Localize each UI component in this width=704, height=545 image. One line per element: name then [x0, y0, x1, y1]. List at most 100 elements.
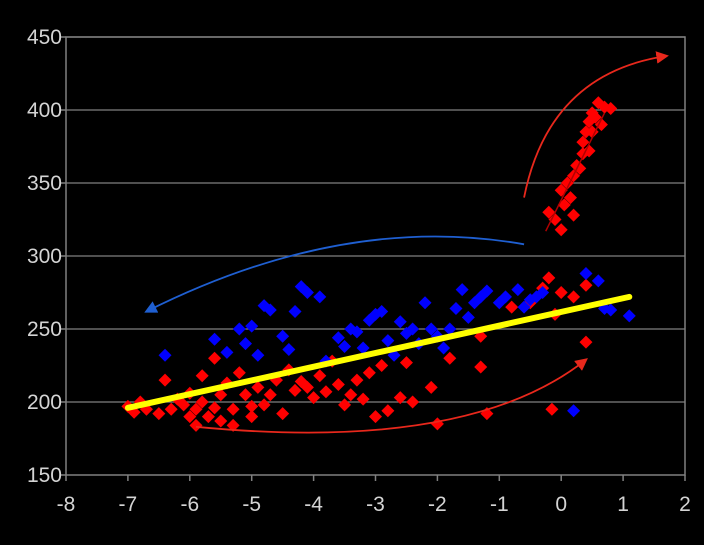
x-tick-label: -4 [304, 493, 323, 516]
x-tick-label: 2 [679, 493, 691, 516]
red-data-point [189, 418, 203, 432]
red-data-point [152, 407, 166, 421]
blue-data-point [331, 331, 345, 345]
blue-data-point [443, 322, 457, 336]
blue-data-point [480, 284, 494, 298]
blue-data-point [622, 309, 636, 323]
blue-data-point [591, 274, 605, 288]
blue-data-point [208, 332, 222, 346]
red-data-point [430, 417, 444, 431]
red-data-point [300, 380, 314, 394]
red-data-point [588, 110, 602, 124]
red-data-point [369, 410, 382, 424]
red-data-point [232, 366, 246, 380]
blue-data-point [449, 302, 463, 316]
blue-curved-arrow [144, 235, 525, 313]
blue-data-point [263, 303, 277, 317]
red-data-point [201, 410, 215, 424]
blue-data-point [511, 283, 525, 297]
red-data-point [226, 402, 240, 416]
red-data-point [350, 373, 364, 387]
x-tick-label: -7 [119, 493, 138, 516]
red-curved-arrow [195, 358, 588, 434]
blue-data-point [579, 267, 593, 281]
red-curved-arrow [523, 51, 669, 198]
red-data-point [183, 410, 197, 424]
red-data-point [563, 191, 577, 205]
red-data-point [362, 366, 376, 380]
annotation-arrows [144, 51, 669, 434]
blue-data-point [517, 300, 531, 314]
blue-data-point [251, 348, 265, 362]
grid-lines [66, 36, 685, 403]
red-data-point [208, 351, 222, 365]
red-data-point [245, 410, 259, 424]
red-data-point [474, 360, 488, 374]
x-tick-label: -3 [366, 493, 385, 516]
y-tick-label: 350 [27, 172, 62, 195]
red-data-point [313, 369, 327, 383]
red-data-point [594, 118, 608, 132]
x-tick-label: -2 [428, 493, 447, 516]
red-data-point [177, 398, 191, 412]
blue-data-point [381, 334, 395, 348]
red-data-point [443, 351, 457, 365]
red-data-point [554, 223, 568, 237]
red-data-point [356, 392, 370, 406]
red-data-point [239, 388, 253, 402]
red-data-point [576, 135, 590, 149]
red-data-point [288, 383, 302, 397]
blue-data-point [239, 337, 253, 351]
y-tick-label: 450 [27, 26, 62, 49]
blue-data-point [300, 286, 314, 299]
blue-data-point [356, 341, 370, 355]
x-tick-label: -1 [490, 493, 509, 516]
y-tick-label: 300 [27, 245, 62, 268]
blue-data-point [288, 304, 302, 318]
blue-data-point [338, 340, 352, 354]
red-data-point [263, 388, 277, 402]
trend-line [124, 293, 633, 411]
blue-data-point [375, 304, 389, 318]
red-data-point [245, 399, 259, 413]
red-data-point [548, 213, 562, 226]
red-data-point [307, 391, 321, 405]
red-data-point [251, 380, 265, 394]
blue-data-point [406, 322, 420, 336]
red-data-point [381, 404, 395, 418]
red-data-point [567, 290, 581, 304]
red-data-point [208, 401, 222, 415]
x-tick-label: -6 [180, 493, 199, 516]
blue-data-point [455, 283, 469, 297]
red-data-point [554, 286, 568, 299]
y-tick-label: 200 [27, 391, 62, 414]
y-tick-label: 400 [27, 99, 62, 122]
blue-data-point [350, 325, 364, 339]
red-data-point [344, 388, 358, 402]
red-data-point [393, 391, 407, 405]
red-data-point [545, 402, 559, 416]
red-data-point [189, 402, 203, 416]
blue-data-point [313, 290, 327, 304]
x-tick-label: 1 [617, 493, 629, 516]
blue-data-point [567, 404, 581, 418]
red-data-point [164, 402, 178, 416]
blue-data-point [536, 286, 550, 299]
blue-data-point [232, 322, 246, 336]
red-data-point [319, 385, 333, 399]
y-tick-label: 150 [27, 464, 62, 487]
blue-data-point [437, 341, 451, 355]
red-data-point [567, 208, 581, 222]
blue-data-point [220, 345, 234, 359]
blue-data-point [604, 303, 618, 317]
blue-data-point [461, 310, 475, 324]
red-data-point [214, 414, 228, 428]
red-data-point [195, 395, 209, 409]
red-data-point [214, 388, 228, 402]
data-points [121, 96, 636, 432]
x-tick-label: 0 [555, 493, 567, 516]
red-data-point [158, 373, 172, 387]
blue-data-point [245, 319, 259, 333]
